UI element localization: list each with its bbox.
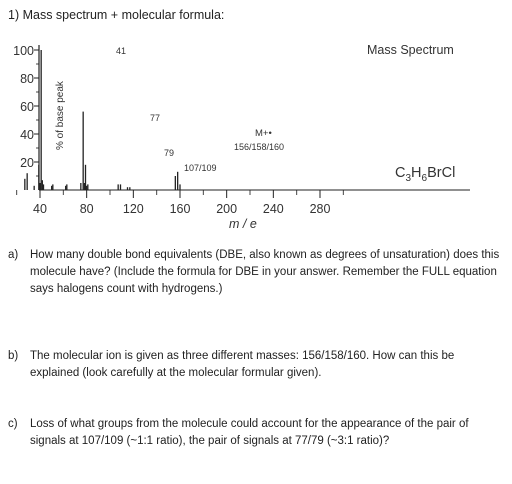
y-tick-label: 100 — [13, 44, 34, 58]
peak-label-77: 77 — [150, 113, 160, 123]
x-tick-label: 280 — [310, 202, 331, 216]
mass-spectrum-figure: 100 80 60 40 20 40 80 120 160 200 240 280 % of bas… — [0, 38, 512, 250]
molecular-ion-label: M+• — [255, 128, 272, 139]
peak-label-41: 41 — [116, 46, 126, 56]
x-axis-label: m / e — [229, 217, 257, 231]
question-title: 1) Mass spectrum + molecular formula: — [8, 8, 225, 22]
x-tick-label: 240 — [263, 202, 284, 216]
question-a-text: How many double bond equivalents (DBE, a… — [30, 249, 500, 295]
y-tick-label: 60 — [20, 100, 34, 114]
question-c: c) Loss of what groups from the molecule… — [0, 416, 512, 456]
peak-label-79: 79 — [164, 148, 174, 158]
y-tick-label: 40 — [20, 128, 34, 142]
x-tick-label: 200 — [216, 202, 237, 216]
molecular-ion-masses: 156/158/160 — [234, 142, 284, 152]
spectrum-title: Mass Spectrum — [367, 43, 454, 57]
y-axis-label: % of base peak — [55, 80, 66, 150]
question-b-text: The molecular ion is given as three diff… — [30, 350, 455, 379]
y-tick-label: 20 — [20, 156, 34, 170]
y-axis-ticks: 100 80 60 40 20 — [13, 44, 39, 177]
x-tick-label: 80 — [80, 202, 94, 216]
question-c-label: c) — [8, 418, 18, 430]
molecular-formula: C3H6BrCl — [395, 165, 455, 184]
question-a: a) How many double bond equivalents (DBE… — [0, 247, 512, 307]
question-c-text: Loss of what groups from the molecule co… — [30, 418, 469, 447]
x-axis-ticks: 40 80 120 160 200 240 280 — [16, 190, 344, 216]
question-a-label: a) — [8, 249, 19, 261]
y-tick-label: 80 — [20, 72, 34, 86]
x-tick-label: 160 — [170, 202, 191, 216]
x-tick-label: 120 — [123, 202, 144, 216]
question-b-label: b) — [8, 350, 19, 362]
question-b: b) The molecular ion is given as three d… — [0, 348, 512, 388]
mass-spectrum-chart: 100 80 60 40 20 40 80 120 160 200 240 280 % of bas… — [13, 43, 470, 231]
peak-label-107-109: 107/109 — [184, 163, 217, 173]
x-tick-label: 40 — [33, 202, 47, 216]
